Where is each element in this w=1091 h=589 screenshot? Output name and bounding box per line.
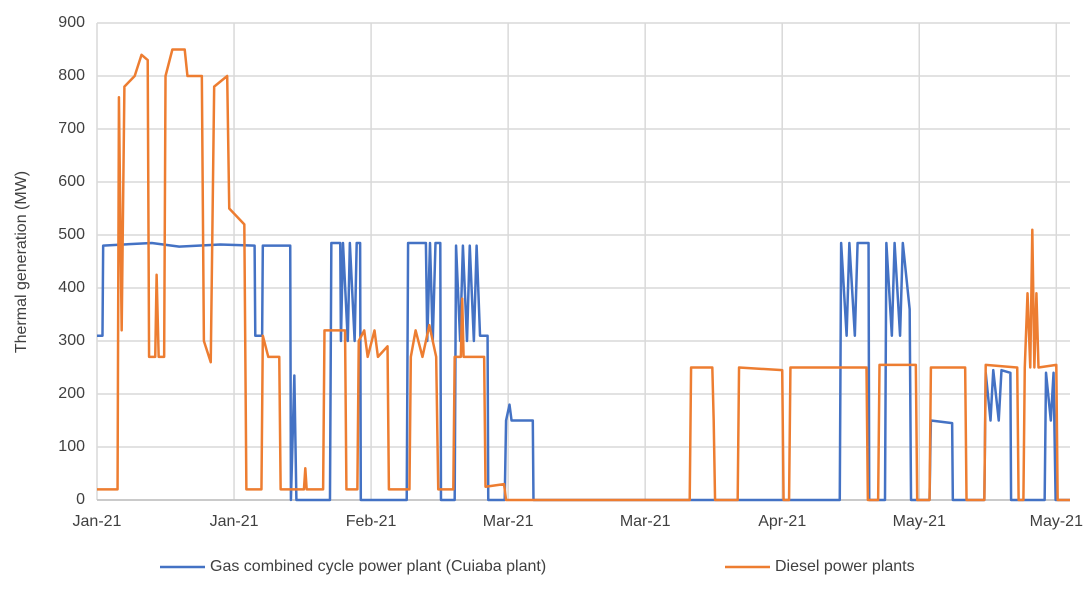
x-tick-label: May-21 [893,513,946,530]
x-tick-label: Feb-21 [346,513,397,530]
legend-label: Gas combined cycle power plant (Cuiaba p… [210,558,546,575]
y-tick-label: 100 [58,438,85,455]
x-tick-label: Apr-21 [758,513,806,530]
x-tick-label: Mar-21 [620,513,671,530]
x-tick-label: Jan-21 [210,513,259,530]
y-tick-label: 800 [58,67,85,84]
x-tick-label: May-21 [1030,513,1083,530]
y-tick-label: 900 [58,14,85,31]
series-line [97,48,1070,502]
y-tick-label: 0 [76,491,85,508]
x-tick-label: Mar-21 [483,513,534,530]
y-tick-label: 400 [58,279,85,296]
y-tick-label: 700 [58,120,85,137]
x-tick-label: Jan-21 [73,513,122,530]
y-tick-label: 600 [58,173,85,190]
y-tick-label: 200 [58,385,85,402]
y-tick-label: 500 [58,226,85,243]
legend-label: Diesel power plants [775,558,915,575]
y-axis-title: Thermal generation (MW) [13,171,30,353]
y-tick-label: 300 [58,332,85,349]
series-line [97,241,1070,502]
